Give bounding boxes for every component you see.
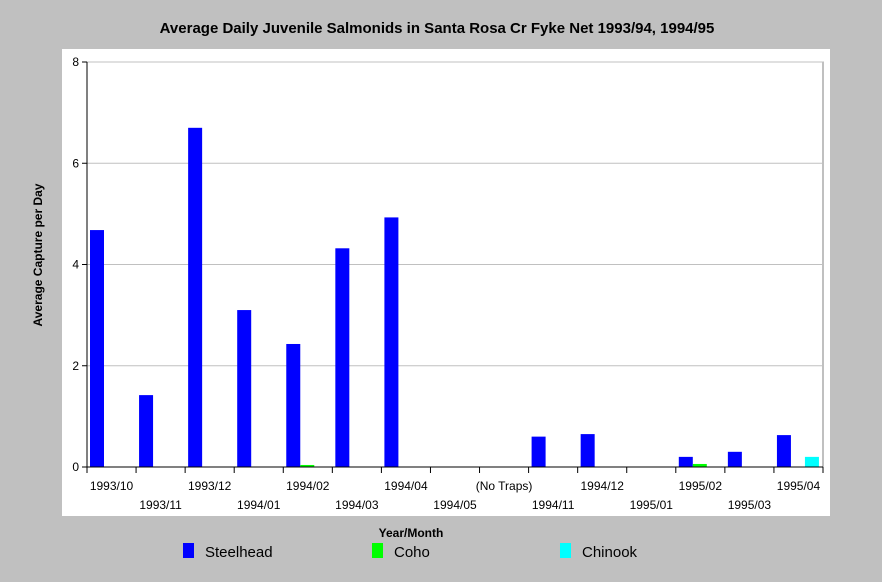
y-axis-ticks: 0 2 4 6 8 [72,55,87,474]
x-tick-label: 1995/03 [728,498,772,512]
x-axis-ticks: 1993/10 1993/11 1993/12 1994/01 1994/02 1994/… [86,467,824,512]
legend-swatch [372,543,383,558]
x-tick-label: 1995/04 [777,479,821,493]
legend-label: Steelhead [205,544,273,561]
bar-steelhead [384,217,399,467]
bar-coho [692,463,707,467]
x-tick-label: 1994/01 [237,498,281,512]
bar-chinook [804,456,819,467]
bar-steelhead [580,434,595,467]
bar-steelhead [678,456,693,467]
x-tick-label: 1993/12 [188,479,232,493]
bar-steelhead [776,435,791,467]
bar-steelhead [188,127,203,467]
y-tick-label: 8 [72,55,79,69]
legend-label: Coho [394,544,430,561]
chart-title: Average Daily Juvenile Salmonids in Sant… [160,20,715,37]
x-axis-title: Year/Month [379,526,444,540]
y-tick-label: 4 [72,258,79,272]
bar-coho [300,464,315,467]
y-axis-title: Average Capture per Day [31,183,45,326]
x-tick-label: 1994/02 [286,479,330,493]
legend-swatch [183,543,194,558]
bar-steelhead [335,248,350,467]
x-tick-label: 1995/02 [679,479,723,493]
gridlines [87,61,823,367]
bar-steelhead [90,230,104,467]
x-tick-label: 1993/11 [139,498,182,512]
x-tick-label: 1994/03 [335,498,379,512]
bar-steelhead [139,395,154,467]
bar-steelhead [531,436,546,467]
bar-steelhead [237,310,252,467]
legend-swatch [560,543,571,558]
x-tick-label: 1994/05 [433,498,477,512]
legend-label: Chinook [582,544,638,561]
x-tick-label: 1995/01 [630,498,674,512]
x-tick-label: 1994/12 [581,479,625,493]
y-tick-label: 0 [72,460,79,474]
x-tick-label: 1994/11 [532,498,575,512]
y-tick-label: 6 [72,156,79,170]
x-tick-label: 1994/04 [384,479,428,493]
legend: Steelhead Coho Chinook [183,543,638,561]
bar-steelhead [286,343,301,467]
x-tick-label: (No Traps) [476,479,533,493]
bar-steelhead [727,451,742,467]
bars-group [90,127,819,467]
y-tick-label: 2 [72,359,79,373]
x-tick-label: 1993/10 [90,479,134,493]
